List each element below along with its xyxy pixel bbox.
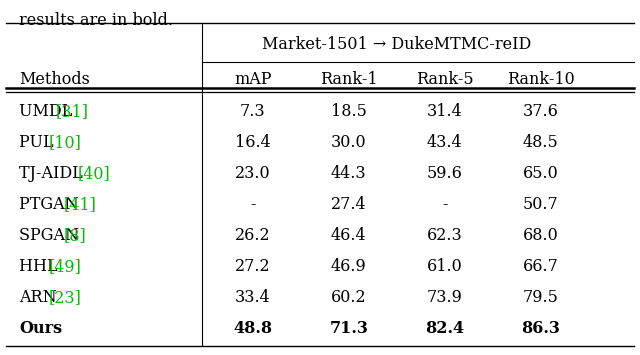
Text: Rank-1: Rank-1 bbox=[320, 71, 378, 88]
Text: 86.3: 86.3 bbox=[522, 320, 560, 337]
Text: -: - bbox=[442, 196, 447, 213]
Text: [8]: [8] bbox=[63, 227, 86, 244]
Text: 46.9: 46.9 bbox=[331, 258, 367, 275]
Text: [40]: [40] bbox=[78, 165, 111, 182]
Text: 16.4: 16.4 bbox=[235, 134, 271, 151]
Text: results are in bold.: results are in bold. bbox=[19, 12, 173, 29]
Text: 18.5: 18.5 bbox=[331, 103, 367, 120]
Text: 23.0: 23.0 bbox=[235, 165, 271, 182]
Text: 66.7: 66.7 bbox=[523, 258, 559, 275]
Text: 7.3: 7.3 bbox=[240, 103, 266, 120]
Text: Market-1501 → DukeMTMC-reID: Market-1501 → DukeMTMC-reID bbox=[262, 36, 531, 53]
Text: 62.3: 62.3 bbox=[427, 227, 463, 244]
Text: SPGAN: SPGAN bbox=[19, 227, 84, 244]
Text: 59.6: 59.6 bbox=[427, 165, 463, 182]
Text: 27.4: 27.4 bbox=[331, 196, 367, 213]
Text: 82.4: 82.4 bbox=[425, 320, 465, 337]
Text: 48.8: 48.8 bbox=[233, 320, 273, 337]
Text: 44.3: 44.3 bbox=[331, 165, 367, 182]
Text: Rank-10: Rank-10 bbox=[507, 71, 575, 88]
Text: 48.5: 48.5 bbox=[523, 134, 559, 151]
Text: 46.4: 46.4 bbox=[331, 227, 367, 244]
Text: [41]: [41] bbox=[63, 196, 96, 213]
Text: 31.4: 31.4 bbox=[427, 103, 463, 120]
Text: 79.5: 79.5 bbox=[523, 289, 559, 306]
Text: TJ-AIDL: TJ-AIDL bbox=[19, 165, 88, 182]
Text: 50.7: 50.7 bbox=[523, 196, 559, 213]
Text: 71.3: 71.3 bbox=[330, 320, 368, 337]
Text: HHL: HHL bbox=[19, 258, 63, 275]
Text: PTGAN: PTGAN bbox=[19, 196, 84, 213]
Text: 30.0: 30.0 bbox=[331, 134, 367, 151]
Text: ARN: ARN bbox=[19, 289, 62, 306]
Text: [23]: [23] bbox=[49, 289, 81, 306]
Text: [31]: [31] bbox=[56, 103, 89, 120]
Text: UMDL: UMDL bbox=[19, 103, 77, 120]
Text: mAP: mAP bbox=[234, 71, 271, 88]
Text: Ours: Ours bbox=[19, 320, 62, 337]
Text: 73.9: 73.9 bbox=[427, 289, 463, 306]
Text: 33.4: 33.4 bbox=[235, 289, 271, 306]
Text: 43.4: 43.4 bbox=[427, 134, 463, 151]
Text: Methods: Methods bbox=[19, 71, 90, 88]
Text: [49]: [49] bbox=[49, 258, 81, 275]
Text: 60.2: 60.2 bbox=[331, 289, 367, 306]
Text: PUL: PUL bbox=[19, 134, 59, 151]
Text: 61.0: 61.0 bbox=[427, 258, 463, 275]
Text: 37.6: 37.6 bbox=[523, 103, 559, 120]
Text: [10]: [10] bbox=[49, 134, 81, 151]
Text: 68.0: 68.0 bbox=[523, 227, 559, 244]
Text: 27.2: 27.2 bbox=[235, 258, 271, 275]
Text: Rank-5: Rank-5 bbox=[416, 71, 474, 88]
Text: 65.0: 65.0 bbox=[523, 165, 559, 182]
Text: -: - bbox=[250, 196, 255, 213]
Text: 26.2: 26.2 bbox=[235, 227, 271, 244]
